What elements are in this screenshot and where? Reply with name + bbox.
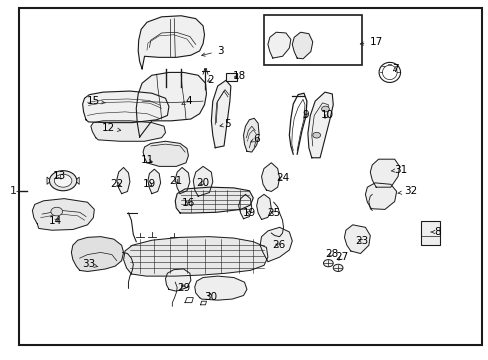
Text: 9: 9 bbox=[302, 111, 308, 121]
Text: 19: 19 bbox=[142, 179, 156, 189]
Text: 19: 19 bbox=[242, 208, 256, 218]
Text: 29: 29 bbox=[177, 283, 190, 293]
Polygon shape bbox=[175, 167, 189, 194]
Text: 28: 28 bbox=[325, 248, 338, 258]
Text: 22: 22 bbox=[110, 179, 123, 189]
Polygon shape bbox=[238, 194, 251, 219]
Polygon shape bbox=[243, 118, 259, 152]
Text: 3: 3 bbox=[201, 46, 223, 56]
Polygon shape bbox=[344, 225, 369, 253]
Polygon shape bbox=[82, 91, 168, 123]
Text: 15: 15 bbox=[86, 96, 105, 106]
Text: 33: 33 bbox=[81, 259, 98, 269]
Text: 8: 8 bbox=[430, 227, 440, 237]
Text: 2: 2 bbox=[206, 75, 213, 85]
Text: 11: 11 bbox=[140, 155, 153, 165]
Text: 30: 30 bbox=[203, 292, 217, 302]
Circle shape bbox=[321, 106, 329, 112]
Polygon shape bbox=[256, 194, 271, 220]
Polygon shape bbox=[71, 237, 123, 271]
Polygon shape bbox=[117, 167, 130, 194]
Text: 18: 18 bbox=[232, 71, 246, 81]
Text: 6: 6 bbox=[250, 134, 260, 144]
Polygon shape bbox=[136, 72, 206, 137]
Polygon shape bbox=[194, 276, 246, 300]
Circle shape bbox=[51, 207, 62, 216]
Text: 10: 10 bbox=[320, 111, 333, 121]
Polygon shape bbox=[261, 163, 279, 192]
Polygon shape bbox=[175, 187, 253, 213]
Polygon shape bbox=[307, 92, 332, 158]
Polygon shape bbox=[267, 32, 290, 58]
Polygon shape bbox=[91, 121, 165, 141]
Bar bbox=[264, 15, 361, 65]
Text: 27: 27 bbox=[335, 252, 348, 262]
Text: 25: 25 bbox=[266, 208, 280, 218]
Text: 1-: 1- bbox=[9, 186, 20, 197]
Text: 7: 7 bbox=[391, 64, 398, 74]
Polygon shape bbox=[365, 183, 396, 210]
Text: 20: 20 bbox=[196, 178, 209, 188]
Polygon shape bbox=[369, 159, 399, 187]
Polygon shape bbox=[193, 166, 212, 196]
Polygon shape bbox=[148, 169, 160, 194]
Text: 24: 24 bbox=[275, 173, 288, 183]
Polygon shape bbox=[143, 141, 188, 166]
Polygon shape bbox=[292, 32, 312, 59]
Polygon shape bbox=[211, 80, 230, 148]
Text: 23: 23 bbox=[354, 236, 367, 246]
Text: 32: 32 bbox=[397, 186, 416, 197]
Polygon shape bbox=[260, 227, 292, 262]
Polygon shape bbox=[165, 269, 190, 291]
Polygon shape bbox=[123, 237, 267, 276]
Circle shape bbox=[49, 171, 77, 191]
Text: 13: 13 bbox=[53, 171, 66, 181]
Text: 5: 5 bbox=[220, 120, 230, 129]
Polygon shape bbox=[138, 16, 204, 69]
Circle shape bbox=[312, 132, 320, 138]
Polygon shape bbox=[32, 199, 94, 230]
Bar bbox=[420, 221, 439, 245]
Circle shape bbox=[54, 174, 72, 187]
Bar bbox=[225, 73, 236, 81]
Text: 26: 26 bbox=[271, 240, 285, 250]
Text: 21: 21 bbox=[169, 176, 183, 186]
Text: 16: 16 bbox=[182, 198, 195, 208]
Circle shape bbox=[332, 264, 342, 271]
Text: 4: 4 bbox=[182, 96, 191, 106]
Text: 31: 31 bbox=[390, 165, 407, 175]
Text: 17: 17 bbox=[360, 37, 382, 47]
Circle shape bbox=[323, 260, 332, 267]
Text: 14: 14 bbox=[49, 216, 62, 226]
Text: 12: 12 bbox=[101, 123, 121, 133]
